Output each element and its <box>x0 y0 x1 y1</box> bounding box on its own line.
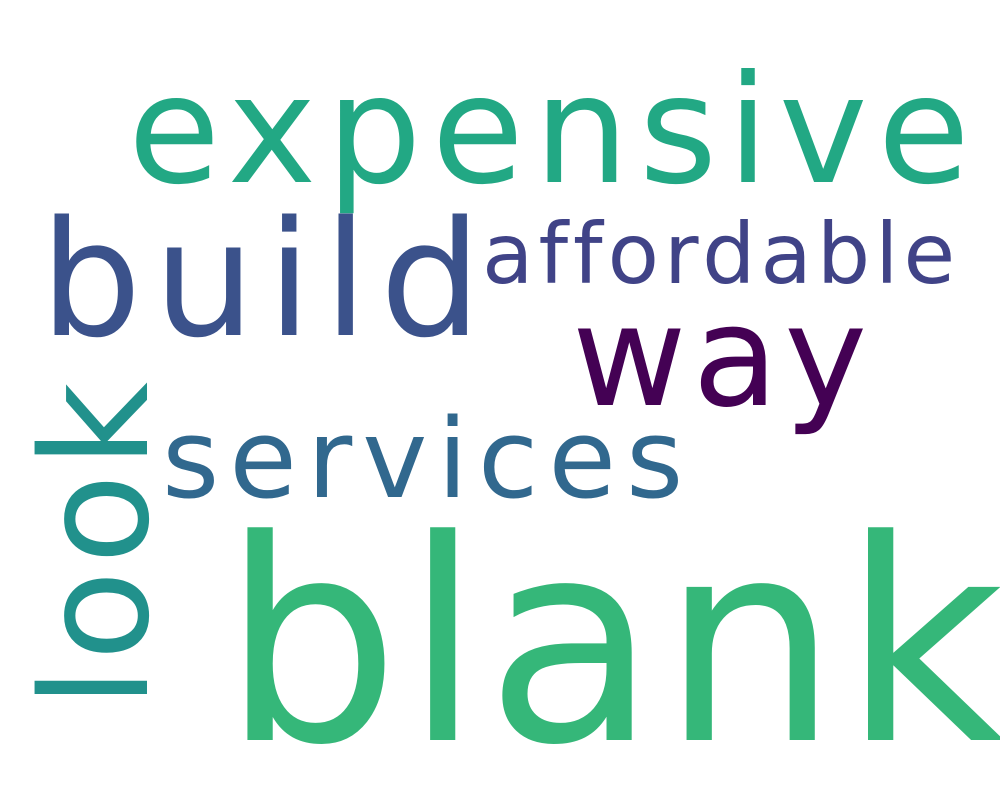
word-look: look <box>10 376 182 708</box>
word-services: services <box>162 395 694 523</box>
word-blank: blank <box>222 481 1000 800</box>
word-build: build <box>40 186 494 373</box>
word-expensive: expensive <box>128 44 980 218</box>
word-way: way <box>572 276 874 439</box>
word-affordable: affordable <box>482 205 961 303</box>
